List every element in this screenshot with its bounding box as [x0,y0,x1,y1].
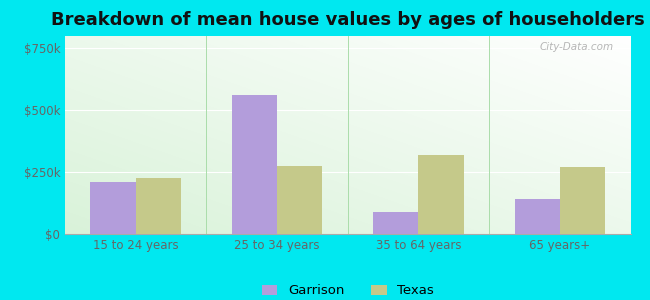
Legend: Garrison, Texas: Garrison, Texas [256,279,439,300]
Text: City-Data.com: City-Data.com [540,42,614,52]
Bar [560,167,605,234]
Title: Breakdown of mean house values by ages of householders: Breakdown of mean house values by ages o… [51,11,645,29]
Bar [373,212,419,234]
Bar [232,95,277,234]
Bar [419,155,463,234]
Bar [277,166,322,234]
Bar [515,200,560,234]
Bar [90,182,136,234]
Bar [136,178,181,234]
